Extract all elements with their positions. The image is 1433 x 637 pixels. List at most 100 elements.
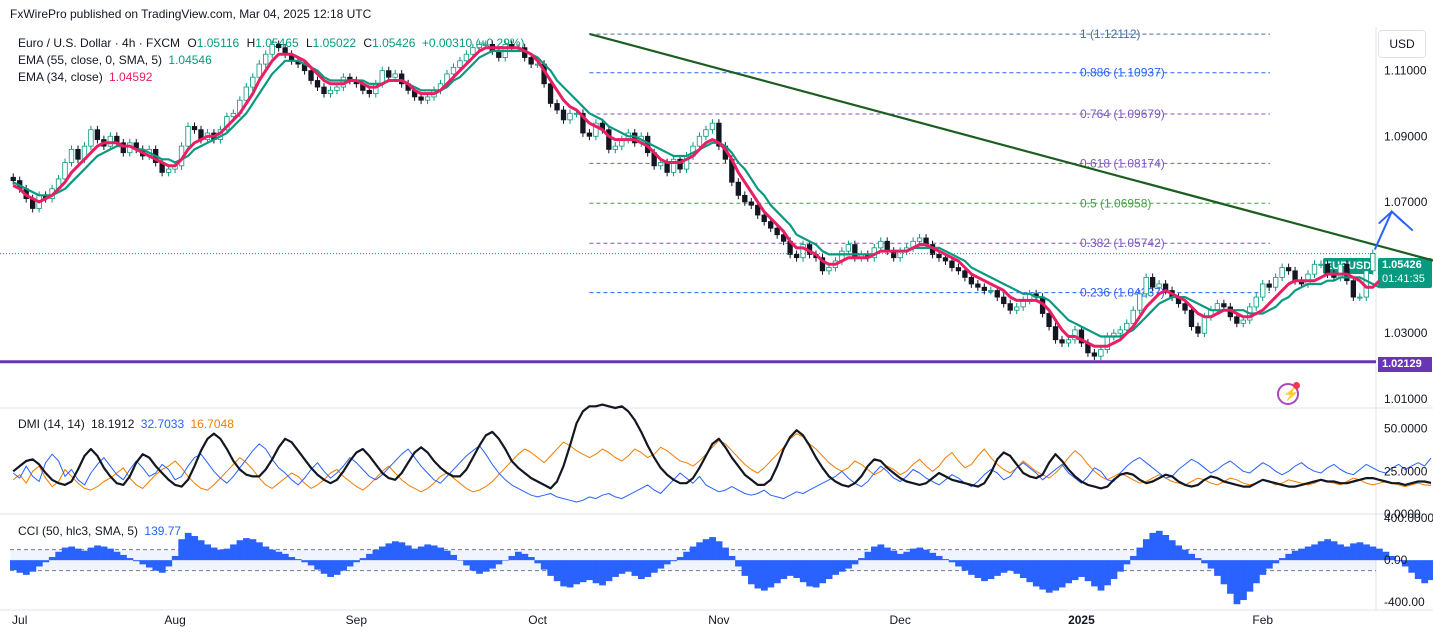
cci-bar (74, 548, 82, 561)
cci-bar (896, 553, 904, 561)
cci-bar (10, 560, 17, 571)
cci-bar (903, 551, 911, 561)
time-tick-label: Feb (1252, 613, 1273, 627)
cci-bar (372, 549, 380, 561)
cci-bar (1272, 560, 1280, 564)
di-plus-line (12, 443, 1432, 503)
candle-body (845, 244, 852, 252)
cci-bar (404, 545, 412, 561)
cci-bar (981, 560, 988, 582)
cci-bar (35, 560, 43, 567)
cci-bar (696, 542, 704, 561)
candle-body (1188, 309, 1195, 328)
candle-body (916, 237, 923, 242)
cci-bar (812, 560, 820, 588)
cci-bar (1298, 548, 1306, 561)
cci-bar (877, 544, 885, 561)
candle-body (1098, 349, 1104, 357)
cci-bar (1123, 560, 1131, 565)
cci-bar (1188, 553, 1196, 561)
candle-body (424, 96, 431, 101)
candle-body (334, 86, 340, 91)
cci-bar (1142, 539, 1150, 561)
ema34-legend: EMA (34, close) 1.04592 (18, 70, 152, 84)
notification-dot (1293, 382, 1300, 389)
cci-bar (100, 546, 108, 561)
cci-bar (256, 542, 263, 561)
cci-bar (1369, 546, 1377, 561)
cci-bar (230, 544, 237, 561)
candle-body (120, 142, 126, 154)
cci-bar (573, 560, 581, 585)
candle-body (366, 89, 372, 95)
cci-bar (42, 560, 50, 563)
time-tick-label: 2025 (1068, 613, 1095, 627)
cci-bar (1091, 560, 1098, 587)
cci-bar (243, 538, 250, 561)
cci-bar (210, 547, 218, 561)
cci-bar (948, 560, 956, 563)
candle-body (1253, 296, 1259, 308)
price-badge-countdown: 01:41:35 (1382, 273, 1425, 285)
candle-body (1260, 283, 1266, 298)
candle-body (308, 70, 314, 81)
candle-body (975, 283, 981, 288)
cci-bar (87, 547, 95, 561)
cci-bar (1291, 550, 1299, 561)
cci-bar (786, 560, 794, 576)
cci-bar (1175, 545, 1183, 561)
candle-body (826, 267, 832, 272)
cci-bar (832, 560, 839, 575)
currency-button[interactable]: USD (1378, 30, 1426, 58)
cci-bar (631, 560, 639, 576)
candle-body (567, 112, 573, 121)
candle-body (774, 227, 780, 236)
cci-bar (346, 560, 354, 567)
cci-bar (968, 560, 975, 575)
cci-bar (430, 545, 438, 561)
cci-bar (644, 560, 652, 577)
ema34-label: EMA (34, close) (18, 70, 103, 84)
publisher-line: FxWirePro published on TradingView.com, … (10, 7, 372, 21)
candle-body (88, 129, 94, 147)
candle-body (165, 168, 172, 173)
fib-level-label: 0.5 (1.06958) (1080, 196, 1151, 210)
cci-bar (942, 559, 950, 561)
cci-bar (883, 547, 891, 561)
candle-body (716, 122, 722, 147)
candle-body (243, 86, 249, 101)
cci-bar (741, 560, 749, 576)
cci-bar (204, 544, 211, 561)
cci-bar (1285, 553, 1293, 561)
price-tick-label: 1.03000 (1384, 326, 1428, 340)
candle-body (936, 254, 942, 259)
cci-bar (1084, 560, 1092, 582)
dmi-minus-value: 16.7048 (190, 417, 234, 431)
cci-bar (333, 560, 341, 575)
high-value: 1.05465 (255, 36, 299, 50)
cci-bar (1317, 541, 1325, 561)
cci-bar (625, 560, 632, 572)
cci-bar (1246, 560, 1254, 592)
cci-bar (760, 560, 768, 591)
cci-bar (1110, 560, 1118, 580)
cci-bar (799, 560, 807, 583)
candle-body (263, 53, 269, 65)
time-tick-label: Jul (12, 613, 27, 627)
flash-icon[interactable]: ⚡ (1277, 382, 1300, 405)
cci-bar (1408, 560, 1416, 573)
cci-bar (340, 560, 347, 571)
candle-body (593, 122, 599, 137)
candle-body (560, 109, 567, 121)
cci-bar (864, 551, 872, 561)
axes: 1.11000 1.09000 1.07000 1.03000 1.01000 50.00… (12, 64, 1433, 627)
cci-bar (417, 546, 425, 561)
candle-body (1311, 263, 1318, 275)
candle-body (1143, 276, 1149, 295)
candle-body (735, 181, 741, 196)
cci-bar (107, 548, 114, 561)
cci-bar (987, 560, 995, 580)
candle-body (314, 80, 321, 88)
dmi-tick-label: 0.0000 (1384, 507, 1421, 521)
